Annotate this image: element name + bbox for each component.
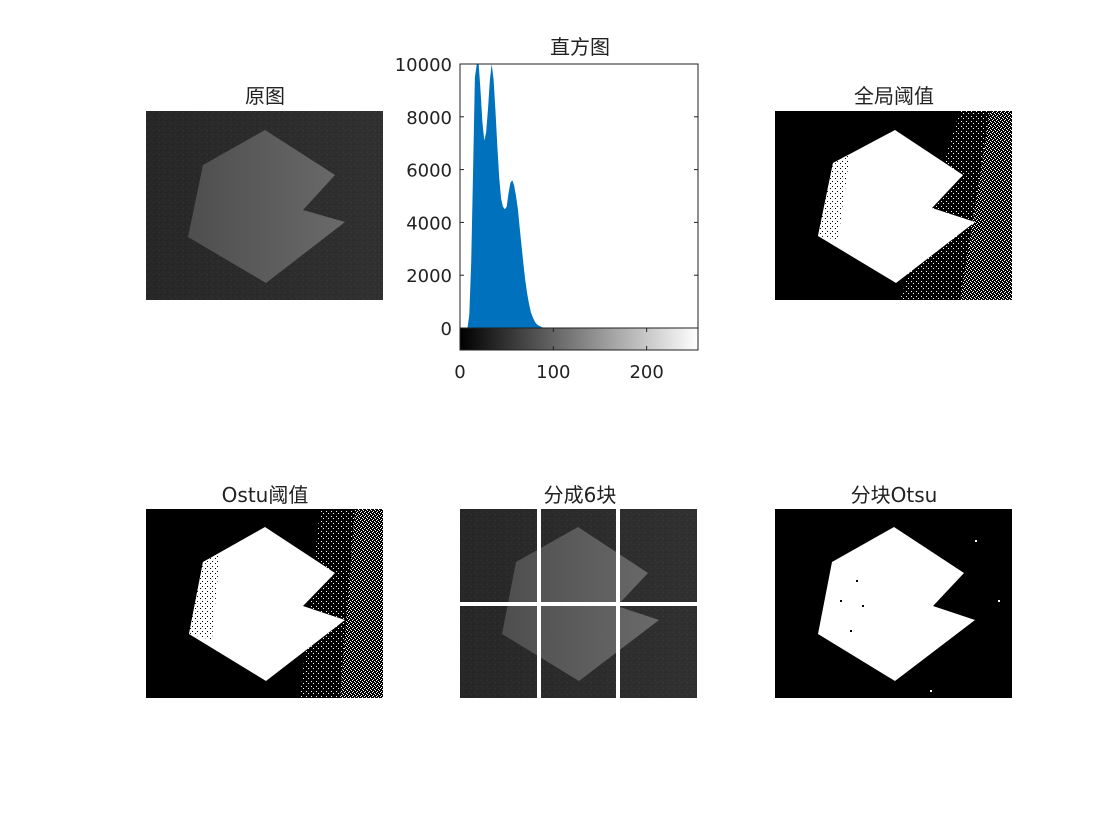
y-tick-label: 10000 bbox=[395, 55, 452, 76]
histogram-area-group bbox=[467, 64, 554, 328]
histogram-title: 直方图 bbox=[550, 35, 610, 59]
block-otsu-title: 分块Otsu bbox=[850, 483, 938, 507]
y-tick-label: 0 bbox=[441, 319, 452, 340]
grayscale-colorbar bbox=[459, 327, 699, 351]
y-axis-ticks: 0 2000 4000 6000 8000 10000 bbox=[395, 55, 698, 340]
y-tick-label: 8000 bbox=[406, 108, 452, 129]
global-threshold-title: 全局阈值 bbox=[854, 84, 934, 108]
otsu-threshold-image bbox=[146, 509, 383, 698]
y-tick-label: 6000 bbox=[406, 161, 452, 182]
otsu-threshold-title: Ostu阈值 bbox=[221, 483, 309, 507]
x-axis-ticks: 0 100 200 bbox=[454, 328, 664, 383]
split-blocks-image bbox=[460, 509, 697, 698]
x-tick-label: 200 bbox=[629, 362, 663, 383]
original-image bbox=[146, 111, 383, 300]
split-six-blocks-title: 分成6块 bbox=[543, 483, 617, 507]
x-tick-label: 100 bbox=[536, 362, 570, 383]
histogram-chart: 0 2000 4000 6000 8000 10000 0 100 200 bbox=[395, 55, 699, 383]
global-threshold-image bbox=[775, 111, 1012, 300]
original-title: 原图 bbox=[245, 84, 285, 108]
y-tick-label: 4000 bbox=[406, 213, 452, 234]
histogram-area bbox=[467, 64, 554, 328]
y-tick-label: 2000 bbox=[406, 266, 452, 287]
block-otsu-image bbox=[775, 509, 1012, 698]
x-tick-label: 0 bbox=[454, 362, 465, 383]
